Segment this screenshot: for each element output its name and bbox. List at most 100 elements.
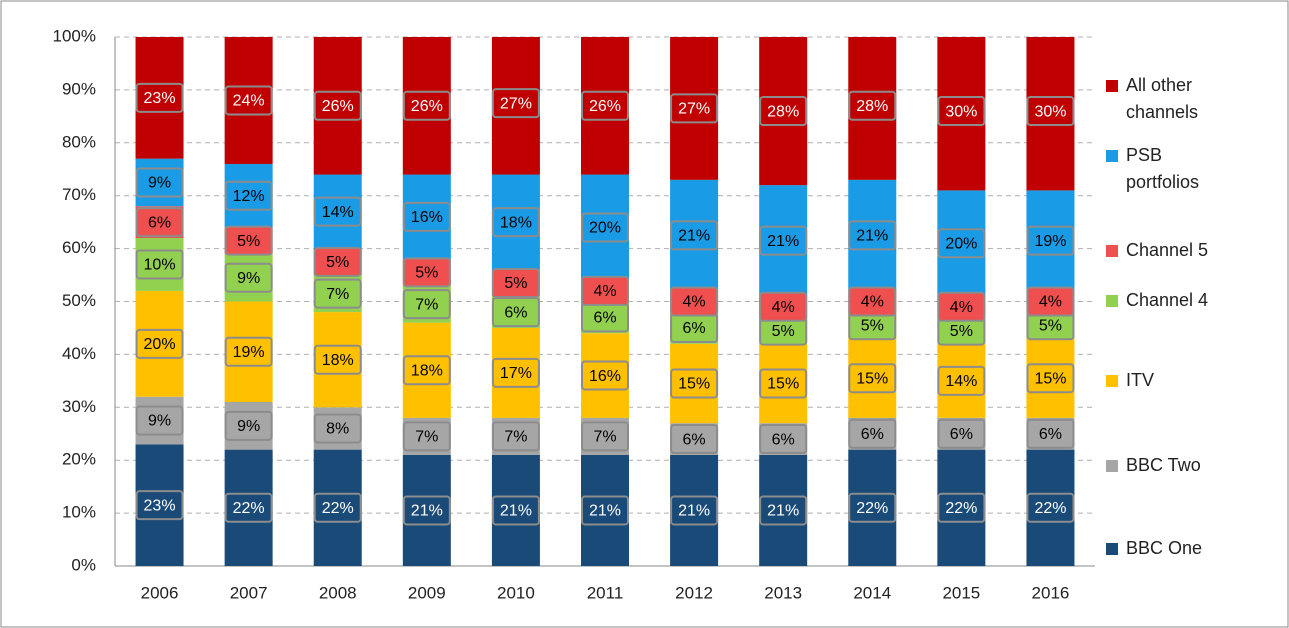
legend-item: BBC One bbox=[1106, 535, 1256, 562]
value-label: 4% bbox=[683, 294, 706, 311]
value-label: 26% bbox=[589, 98, 621, 115]
y-tick-label: 10% bbox=[62, 503, 96, 522]
value-label-box bbox=[402, 355, 451, 386]
value-label: 6% bbox=[772, 431, 795, 448]
value-label-box bbox=[937, 492, 986, 523]
value-label-box bbox=[1026, 286, 1075, 317]
x-tick-label: 2013 bbox=[764, 583, 802, 602]
x-tick-label: 2007 bbox=[230, 583, 268, 602]
y-tick-label: 30% bbox=[62, 397, 96, 416]
value-label: 15% bbox=[767, 376, 799, 393]
value-label: 30% bbox=[1034, 103, 1066, 120]
value-label-box bbox=[313, 413, 362, 444]
value-label: 7% bbox=[415, 296, 438, 313]
value-label: 16% bbox=[589, 368, 621, 385]
legend-label: ITV bbox=[1126, 370, 1155, 390]
value-label-box bbox=[491, 207, 540, 238]
value-label: 9% bbox=[148, 175, 171, 192]
value-label-box bbox=[759, 495, 808, 526]
value-label: 9% bbox=[148, 413, 171, 430]
value-label: 9% bbox=[237, 270, 260, 287]
value-label-box bbox=[1026, 96, 1075, 127]
value-label-box bbox=[937, 365, 986, 396]
value-label-box bbox=[313, 246, 362, 277]
y-tick-label: 20% bbox=[62, 450, 96, 469]
value-label: 16% bbox=[411, 209, 443, 226]
value-label: 22% bbox=[233, 500, 265, 517]
value-label-box bbox=[937, 228, 986, 259]
legend-swatch bbox=[1106, 150, 1118, 162]
x-tick-label: 2016 bbox=[1032, 583, 1070, 602]
value-label: 6% bbox=[504, 304, 527, 321]
value-label-box bbox=[759, 225, 808, 256]
value-label: 27% bbox=[500, 95, 532, 112]
value-label: 19% bbox=[1034, 233, 1066, 250]
value-label-box bbox=[848, 363, 897, 394]
value-label-box bbox=[135, 167, 184, 198]
value-label-box bbox=[848, 220, 897, 251]
value-label: 5% bbox=[415, 265, 438, 282]
value-label: 26% bbox=[322, 98, 354, 115]
value-label: 7% bbox=[593, 429, 616, 446]
value-label: 18% bbox=[322, 352, 354, 369]
value-label: 7% bbox=[504, 429, 527, 446]
value-label-box bbox=[937, 418, 986, 449]
value-label: 17% bbox=[500, 365, 532, 382]
legend-item: PSB portfolios bbox=[1106, 142, 1256, 196]
value-label-box bbox=[581, 275, 629, 306]
value-label-box bbox=[670, 220, 719, 251]
value-label: 6% bbox=[683, 431, 706, 448]
value-label: 14% bbox=[322, 204, 354, 221]
value-label-box bbox=[491, 88, 540, 119]
value-label: 4% bbox=[950, 299, 973, 316]
value-label-box bbox=[313, 492, 362, 523]
legend-label: All other channels bbox=[1126, 75, 1199, 122]
value-label: 4% bbox=[593, 283, 616, 300]
value-label-box bbox=[848, 492, 897, 523]
legend-label: BBC One bbox=[1126, 538, 1203, 558]
value-label-box bbox=[224, 492, 273, 523]
value-label: 6% bbox=[861, 426, 884, 443]
value-label-box bbox=[224, 336, 273, 367]
value-label: 4% bbox=[1039, 294, 1062, 311]
value-label: 21% bbox=[678, 503, 710, 520]
legend-swatch bbox=[1106, 245, 1118, 257]
value-label-box bbox=[937, 96, 986, 127]
value-label: 21% bbox=[767, 503, 799, 520]
value-label: 15% bbox=[856, 370, 888, 387]
x-tick-label: 2011 bbox=[587, 583, 624, 602]
y-tick-label: 40% bbox=[62, 344, 96, 363]
value-label-box bbox=[581, 495, 629, 526]
value-label-box bbox=[848, 418, 897, 449]
value-label-box bbox=[491, 357, 540, 388]
legend-label: BBC Two bbox=[1126, 455, 1201, 475]
x-tick-label: 2008 bbox=[319, 583, 357, 602]
value-label-box bbox=[135, 249, 184, 280]
value-label: 15% bbox=[1034, 370, 1066, 387]
value-label-box bbox=[135, 405, 184, 436]
value-label: 15% bbox=[678, 376, 710, 393]
legend-label: Channel 5 bbox=[1126, 240, 1209, 260]
legend-swatch bbox=[1106, 375, 1118, 387]
legend-swatch bbox=[1106, 295, 1118, 307]
x-tick-label: 2012 bbox=[675, 583, 713, 602]
y-tick-label: 100% bbox=[53, 26, 96, 45]
value-label-box bbox=[759, 368, 808, 399]
value-label-box bbox=[581, 212, 629, 243]
value-label: 6% bbox=[593, 310, 616, 327]
value-label: 22% bbox=[1034, 500, 1066, 517]
value-label-box bbox=[402, 257, 451, 288]
value-label: 18% bbox=[500, 214, 532, 231]
value-label: 4% bbox=[772, 299, 795, 316]
value-label-box bbox=[491, 267, 540, 298]
value-label: 22% bbox=[856, 500, 888, 517]
value-label-box bbox=[581, 90, 629, 121]
value-label-box bbox=[670, 424, 719, 455]
value-label: 6% bbox=[950, 426, 973, 443]
y-tick-label: 80% bbox=[62, 132, 96, 151]
value-label: 12% bbox=[233, 188, 265, 205]
value-label: 5% bbox=[772, 323, 795, 340]
